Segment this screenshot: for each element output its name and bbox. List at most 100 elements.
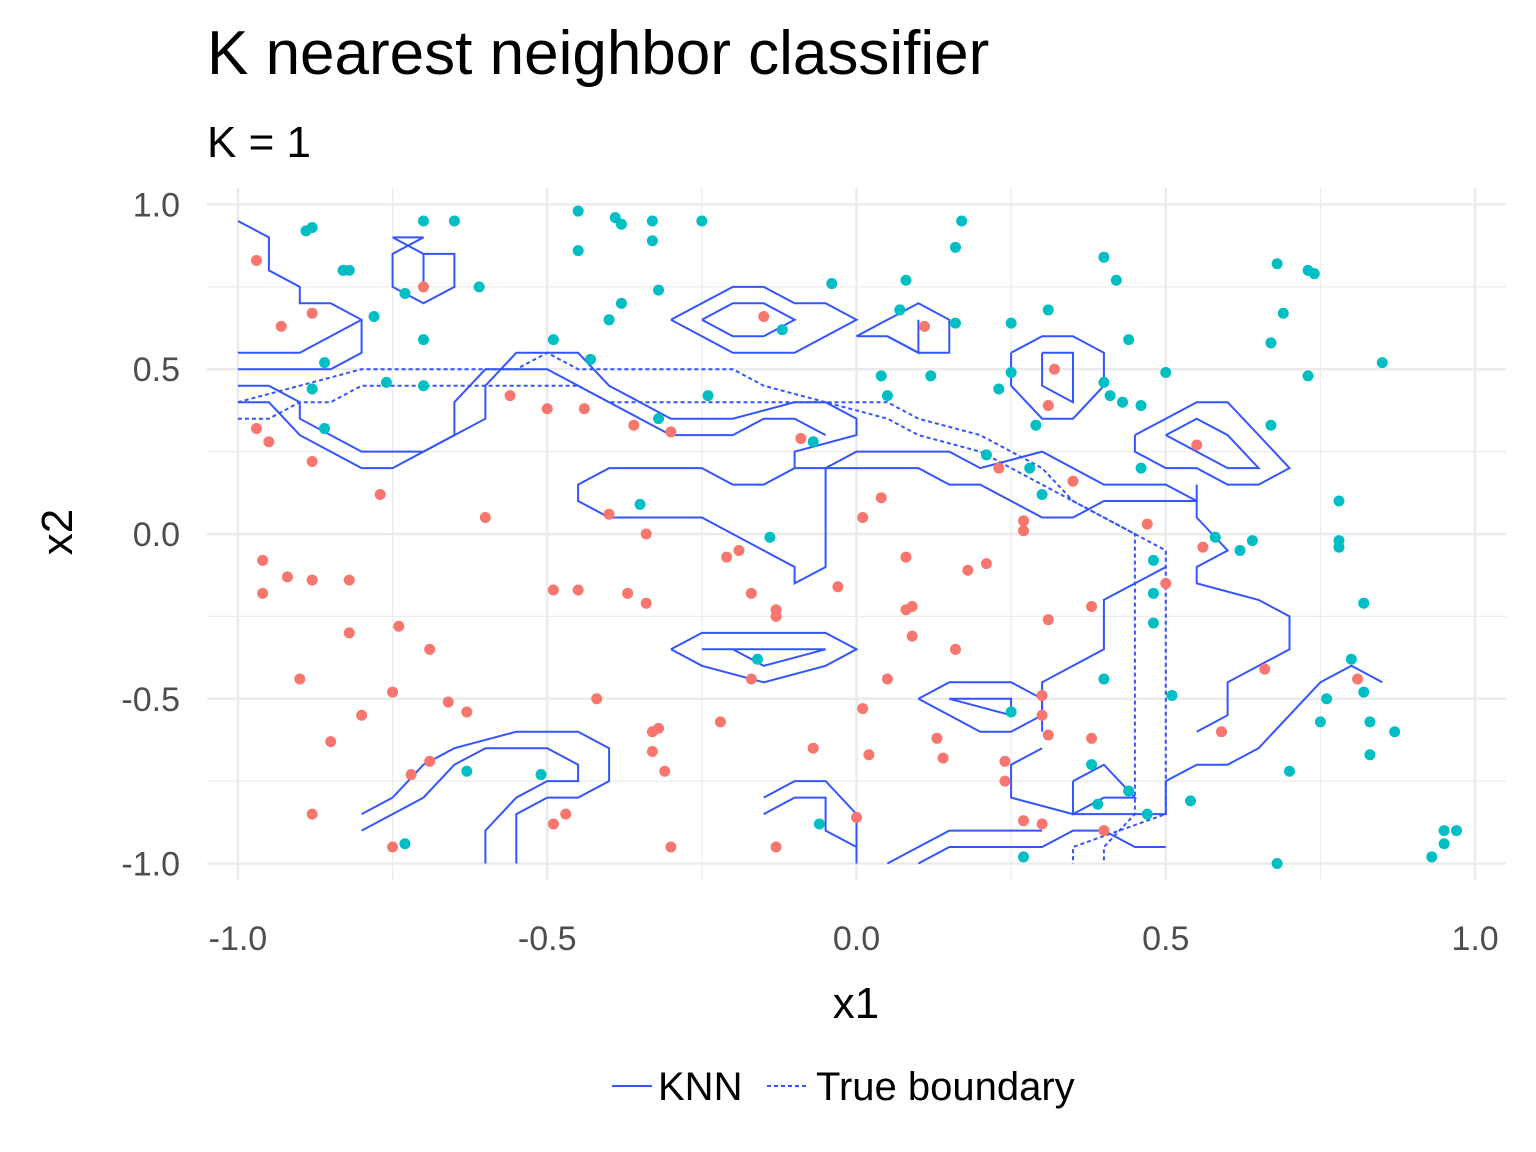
y-tick-label: 0.5	[133, 351, 180, 389]
point-class-a	[424, 755, 436, 767]
point-class-a	[281, 571, 293, 583]
knn-boundary-line	[917, 829, 1166, 865]
knn-boundary-line	[763, 796, 857, 848]
chart-subtitle: K = 1	[207, 118, 311, 167]
knn-boundary-line	[763, 780, 858, 864]
point-class-a	[1018, 515, 1030, 527]
point-class-a	[356, 709, 368, 721]
point-class-a	[999, 755, 1011, 767]
point-class-b	[826, 278, 838, 290]
point-class-b	[399, 838, 411, 850]
x-axis-title: x1	[833, 979, 879, 1028]
legend-label-true-boundary: True boundary	[816, 1065, 1075, 1109]
point-class-b	[1265, 337, 1277, 349]
point-class-a	[418, 281, 429, 293]
point-class-a	[541, 403, 553, 415]
point-class-b	[1358, 597, 1370, 609]
knn-boundary-line	[237, 220, 363, 371]
point-class-b	[1246, 535, 1258, 547]
point-class-b	[1451, 825, 1463, 837]
point-class-a	[560, 808, 572, 820]
point-class-b	[1024, 462, 1036, 474]
point-class-b	[343, 264, 355, 276]
point-class-a	[770, 610, 782, 622]
legend-label-knn: KNN	[658, 1065, 742, 1109]
knn-boundary-line	[1072, 763, 1138, 816]
point-class-a	[745, 673, 757, 685]
point-class-a	[646, 726, 658, 738]
point-class-b	[1277, 307, 1289, 319]
point-class-b	[1098, 673, 1110, 685]
point-class-b	[1147, 617, 1159, 629]
point-class-a	[900, 551, 912, 563]
point-class-a	[857, 512, 869, 524]
point-class-b	[634, 498, 646, 510]
point-class-b	[1141, 808, 1153, 820]
point-class-a	[863, 749, 875, 761]
point-class-b	[368, 311, 380, 323]
point-class-a	[721, 551, 733, 563]
point-class-b	[1042, 304, 1054, 316]
point-class-a	[1191, 439, 1203, 451]
point-class-a	[263, 436, 275, 448]
point-class-a	[993, 462, 1005, 474]
point-class-a	[714, 716, 726, 728]
point-class-a	[343, 627, 355, 639]
point-class-a	[949, 643, 961, 655]
point-class-b	[1123, 785, 1135, 797]
point-class-a	[900, 604, 912, 616]
point-class-b	[1209, 531, 1221, 543]
point-class-a	[250, 423, 262, 435]
point-class-b	[1314, 716, 1326, 728]
knn-boundary-line	[1165, 417, 1261, 470]
point-class-b	[1321, 693, 1333, 705]
point-class-b	[418, 380, 429, 392]
point-class-b	[1271, 858, 1283, 870]
point-class-b	[473, 281, 485, 293]
point-class-a	[387, 841, 399, 853]
point-class-a	[875, 492, 887, 504]
point-class-a	[306, 456, 318, 468]
point-class-b	[1265, 419, 1277, 431]
point-class-b	[894, 304, 906, 316]
point-class-b	[1092, 798, 1104, 810]
knn-boundary-line	[701, 648, 826, 667]
point-class-a	[881, 673, 893, 685]
x-axis-ticks: -1.0 -0.5 0.0 0.5 1.0	[209, 920, 1499, 958]
point-class-a	[374, 488, 386, 500]
point-class-b	[646, 215, 658, 227]
knn-boundary-line	[361, 747, 580, 864]
knn-boundary-line	[1010, 664, 1383, 816]
point-class-b	[1364, 749, 1376, 761]
point-class-b	[461, 765, 473, 777]
point-class-b	[1098, 251, 1110, 263]
point-class-b	[1185, 795, 1197, 807]
knn-boundary-line	[670, 285, 859, 354]
point-class-b	[399, 287, 411, 299]
point-class-b	[547, 334, 559, 346]
point-class-a	[294, 673, 306, 685]
point-class-b	[1135, 399, 1147, 411]
point-class-b	[1271, 258, 1283, 270]
point-class-a	[962, 564, 974, 576]
knn-boundary-line	[361, 730, 611, 864]
point-class-a	[1042, 614, 1054, 626]
point-class-a	[405, 769, 417, 781]
point-class-a	[442, 696, 454, 708]
point-class-b	[764, 531, 776, 543]
point-class-a	[343, 574, 355, 586]
point-class-b	[900, 274, 912, 286]
point-class-a	[980, 558, 992, 570]
point-class-b	[1438, 838, 1450, 850]
point-class-b	[1147, 587, 1159, 599]
y-tick-label: 0.0	[133, 516, 180, 554]
x-tick-label: 1.0	[1451, 920, 1498, 958]
point-class-b	[949, 317, 961, 329]
true-boundary-line	[237, 351, 1167, 864]
point-class-a	[547, 584, 559, 596]
point-class-a	[1036, 709, 1048, 721]
point-class-b	[1166, 689, 1178, 701]
point-class-a	[640, 597, 652, 609]
point-class-a	[1215, 726, 1227, 738]
